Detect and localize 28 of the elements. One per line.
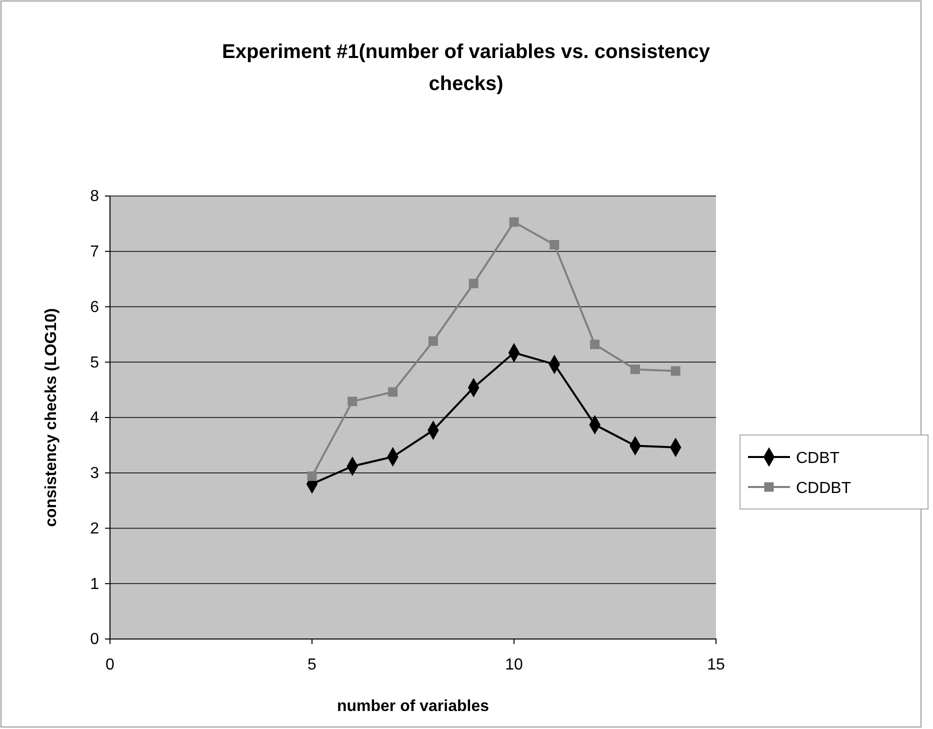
legend-label: CDDBT: [796, 480, 852, 497]
point: [590, 340, 600, 350]
chart-title: Experiment #1(number of variables vs. consistency checks): [222, 41, 711, 95]
y-tick-label: 1: [90, 576, 100, 593]
x-tick-label: 0: [106, 656, 115, 674]
x-tick-label: 5: [308, 656, 317, 674]
point: [670, 366, 680, 376]
y-tick-label: 0: [90, 631, 100, 648]
point: [348, 396, 358, 406]
y-tick-label: 2: [90, 520, 100, 538]
y-tick-label: 6: [90, 298, 100, 316]
point: [307, 471, 317, 481]
legend-label: CDBT: [796, 450, 840, 467]
point: [550, 240, 560, 250]
point: [468, 278, 478, 288]
y-tick-label: 4: [90, 410, 100, 427]
y-tick-label: 3: [90, 464, 100, 482]
point: [428, 336, 438, 346]
x-tick-label: 10: [505, 656, 523, 674]
y-tick-label: 5: [90, 354, 100, 372]
x-tick-label: 15: [707, 656, 725, 674]
y-tick-label: 7: [90, 243, 100, 260]
point: [388, 387, 398, 397]
x-axis-title: number of variables: [336, 698, 490, 715]
point: [630, 364, 640, 374]
point: [509, 217, 519, 227]
y-axis-title: consistency checks (LOG10): [43, 308, 60, 527]
y-tick-label: 8: [90, 188, 100, 206]
